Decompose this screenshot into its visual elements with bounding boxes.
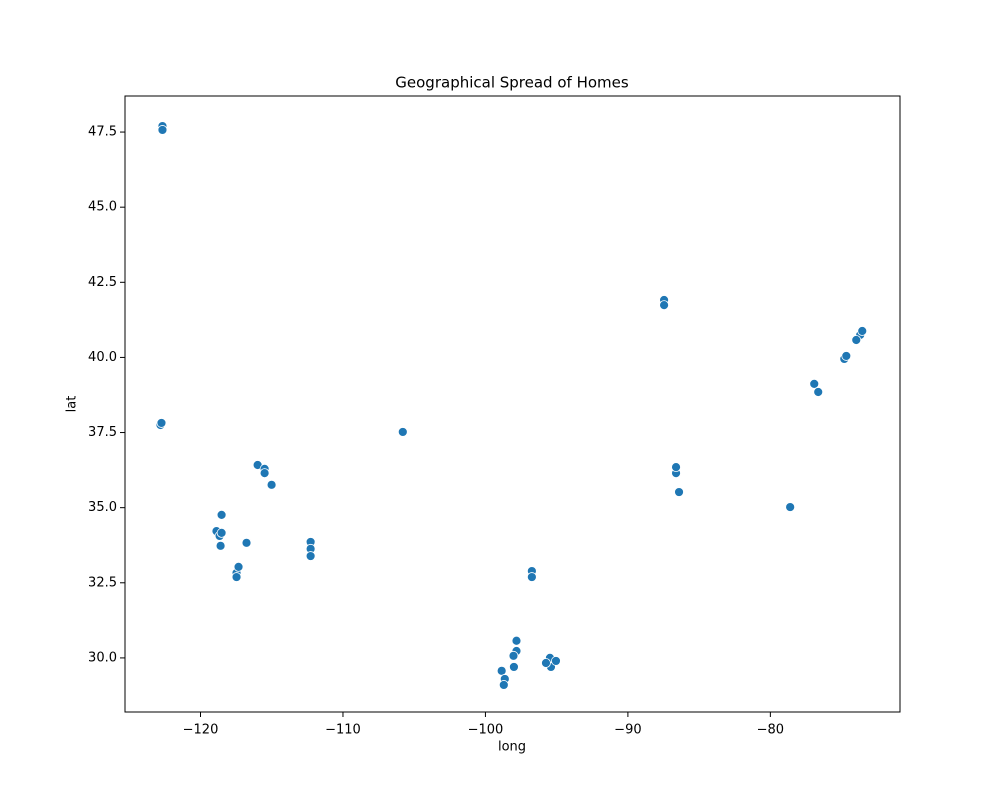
- y-tick-label: 42.5: [88, 275, 117, 290]
- x-tick-label: −120: [183, 723, 219, 738]
- y-axis-label: lat: [65, 396, 80, 413]
- point: [305, 551, 316, 561]
- point: [851, 335, 862, 345]
- point: [215, 540, 226, 551]
- point: [157, 125, 168, 135]
- point: [266, 479, 277, 490]
- y-tick-label: 30.0: [88, 650, 117, 665]
- point: [216, 509, 227, 520]
- chart-title: Geographical Spread of Homes: [395, 74, 629, 92]
- x-tick-label: −80: [757, 723, 784, 738]
- point: [674, 487, 684, 497]
- point: [659, 300, 669, 311]
- y-tick-label: 45.0: [88, 200, 117, 215]
- point: [526, 572, 537, 582]
- point: [498, 680, 509, 690]
- point: [231, 572, 242, 582]
- point: [511, 635, 522, 646]
- point: [857, 326, 868, 336]
- plot-frame: [124, 95, 901, 713]
- y-tick-label: 32.5: [88, 575, 117, 590]
- point: [259, 468, 270, 479]
- point: [809, 378, 820, 389]
- x-tick-label: −110: [325, 723, 361, 738]
- point: [241, 537, 252, 548]
- point: [496, 665, 507, 676]
- point: [397, 427, 408, 437]
- y-tick-label: 40.0: [88, 350, 117, 365]
- point: [216, 528, 227, 538]
- x-axis-label: long: [498, 740, 526, 755]
- point: [785, 502, 796, 512]
- point: [551, 656, 561, 666]
- point: [509, 662, 519, 672]
- y-tick-label: 35.0: [88, 500, 117, 515]
- point: [541, 658, 551, 668]
- y-tick-label: 47.5: [88, 125, 117, 140]
- point: [813, 387, 824, 397]
- point: [841, 351, 852, 361]
- x-tick-label: −90: [614, 723, 641, 738]
- point: [508, 650, 519, 661]
- point: [233, 561, 244, 572]
- point: [156, 418, 167, 428]
- x-tick-label: −100: [468, 723, 504, 738]
- point: [671, 462, 681, 473]
- y-tick-label: 37.5: [88, 425, 117, 440]
